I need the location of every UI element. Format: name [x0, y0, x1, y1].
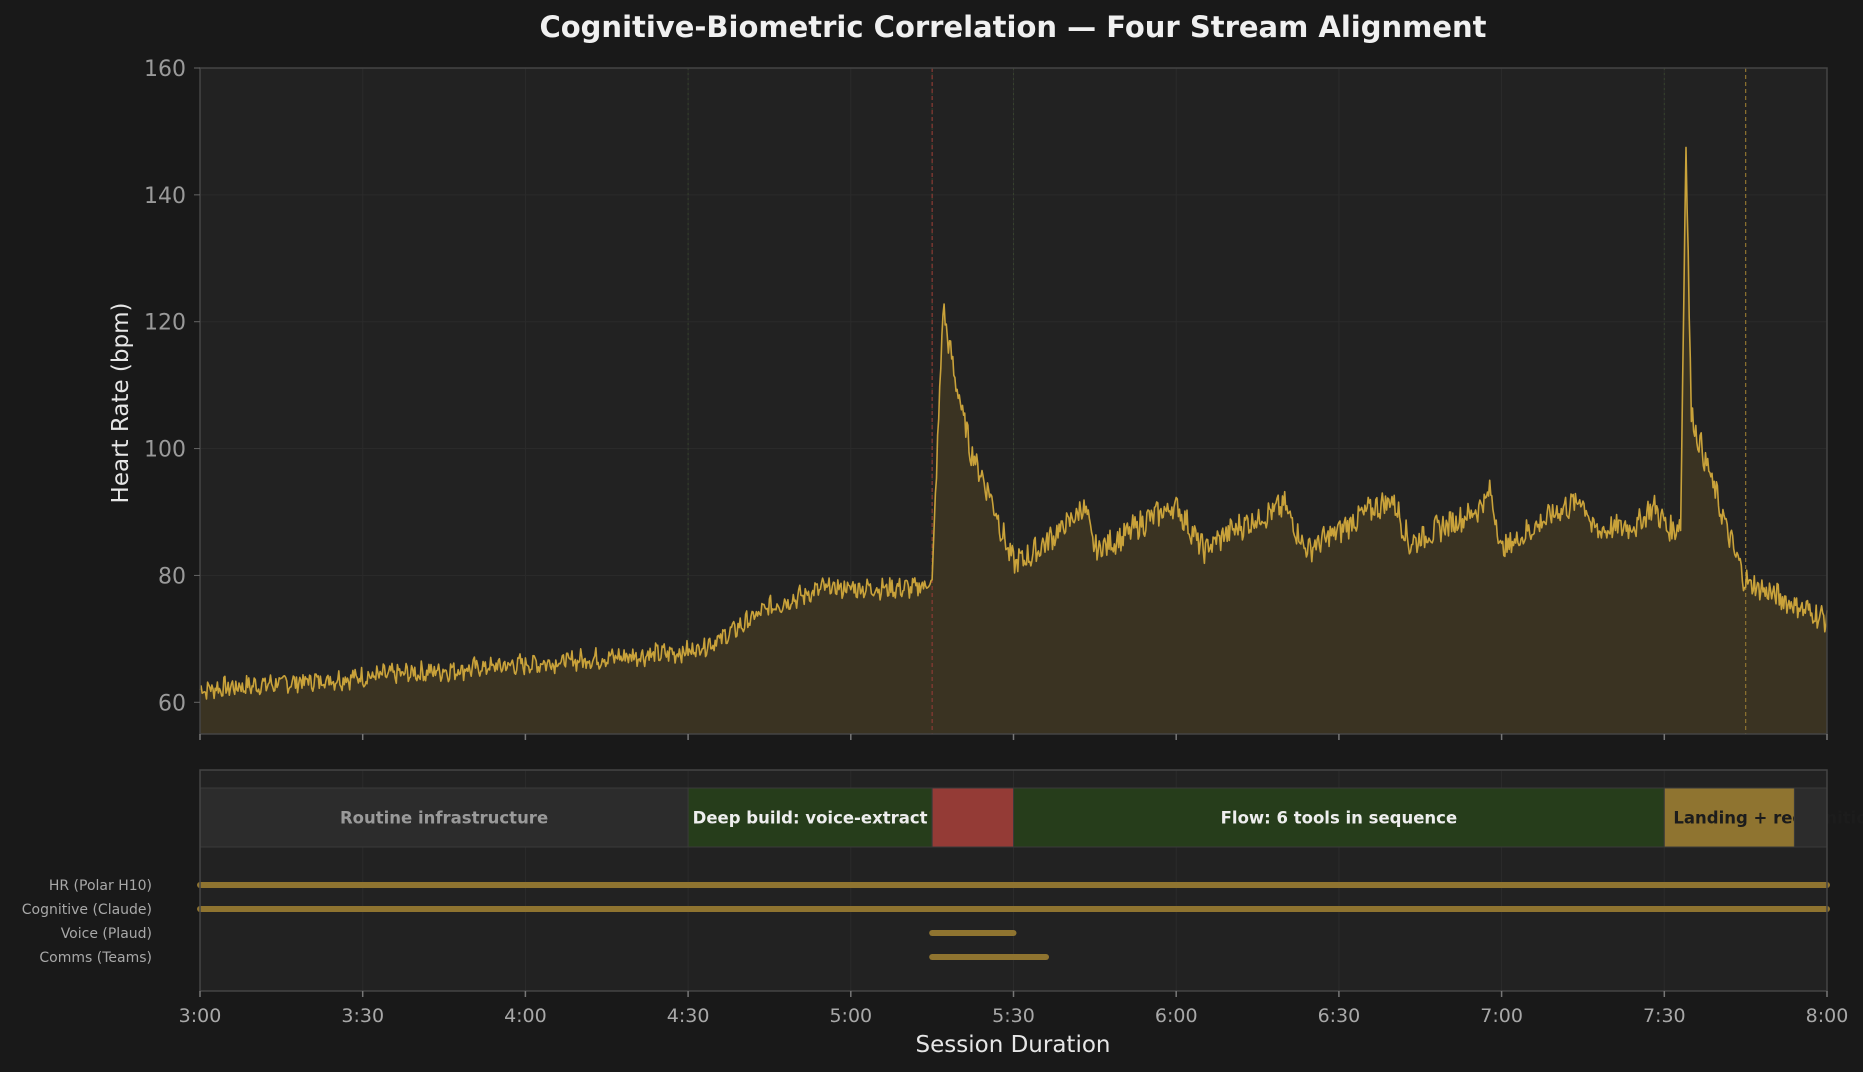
- stream-label: Voice (Plaud): [61, 926, 152, 942]
- timeline-panel: Routine infrastructure Deep build: voice-…: [22, 769, 1863, 1027]
- x-tick-label: 6:30: [1318, 1005, 1361, 1027]
- phase-label: Routine infrastructure: [340, 809, 548, 828]
- phase-band: [199, 787, 689, 848]
- x-axis-label: Session Duration: [916, 1032, 1111, 1058]
- phase-band-tail: [1793, 787, 1828, 848]
- x-tick-label: 3:30: [341, 1005, 384, 1027]
- x-tick-label: 4:30: [667, 1005, 710, 1027]
- phase-band: [1013, 787, 1665, 848]
- x-tick-label: 7:30: [1643, 1005, 1686, 1027]
- phase-band: [931, 787, 1015, 848]
- x-tick-label: 8:00: [1806, 1005, 1849, 1027]
- x-tick-label: 5:30: [992, 1005, 1035, 1027]
- x-tick-label: 6:00: [1155, 1005, 1198, 1027]
- y-tick-label: 100: [144, 438, 186, 463]
- phase-label: Deep build: voice-extract: [693, 809, 928, 828]
- stream-label: Cognitive (Claude): [22, 902, 152, 918]
- phase-band: [687, 787, 933, 848]
- y-tick-label: 80: [158, 564, 186, 589]
- y-tick-label: 160: [144, 57, 186, 82]
- x-tick-label: 3:00: [179, 1005, 222, 1027]
- y-tick-label: 120: [144, 311, 186, 336]
- heart-rate-panel: 60 80 100 120 140 160: [144, 57, 1828, 740]
- y-axis-label: Heart Rate (bpm): [108, 303, 134, 504]
- y-tick-label: 140: [144, 184, 186, 209]
- x-tick-label: 5:00: [829, 1005, 872, 1027]
- phase-band: [1663, 787, 1795, 848]
- phase-label: Landing + recognition: [1673, 809, 1863, 828]
- chart-title: Cognitive-Biometric Correlation — Four S…: [539, 10, 1486, 44]
- stream-label: HR (Polar H10): [49, 878, 152, 894]
- phase-label: Flow: 6 tools in sequence: [1221, 809, 1457, 828]
- heart-rate-fill: [200, 147, 1827, 734]
- y-tick-label: 60: [158, 691, 186, 716]
- x-tick-label: 4:00: [504, 1005, 547, 1027]
- heart-rate-line: [199, 146, 1828, 700]
- x-tick-label: 7:00: [1480, 1005, 1523, 1027]
- stream-label: Comms (Teams): [39, 950, 152, 966]
